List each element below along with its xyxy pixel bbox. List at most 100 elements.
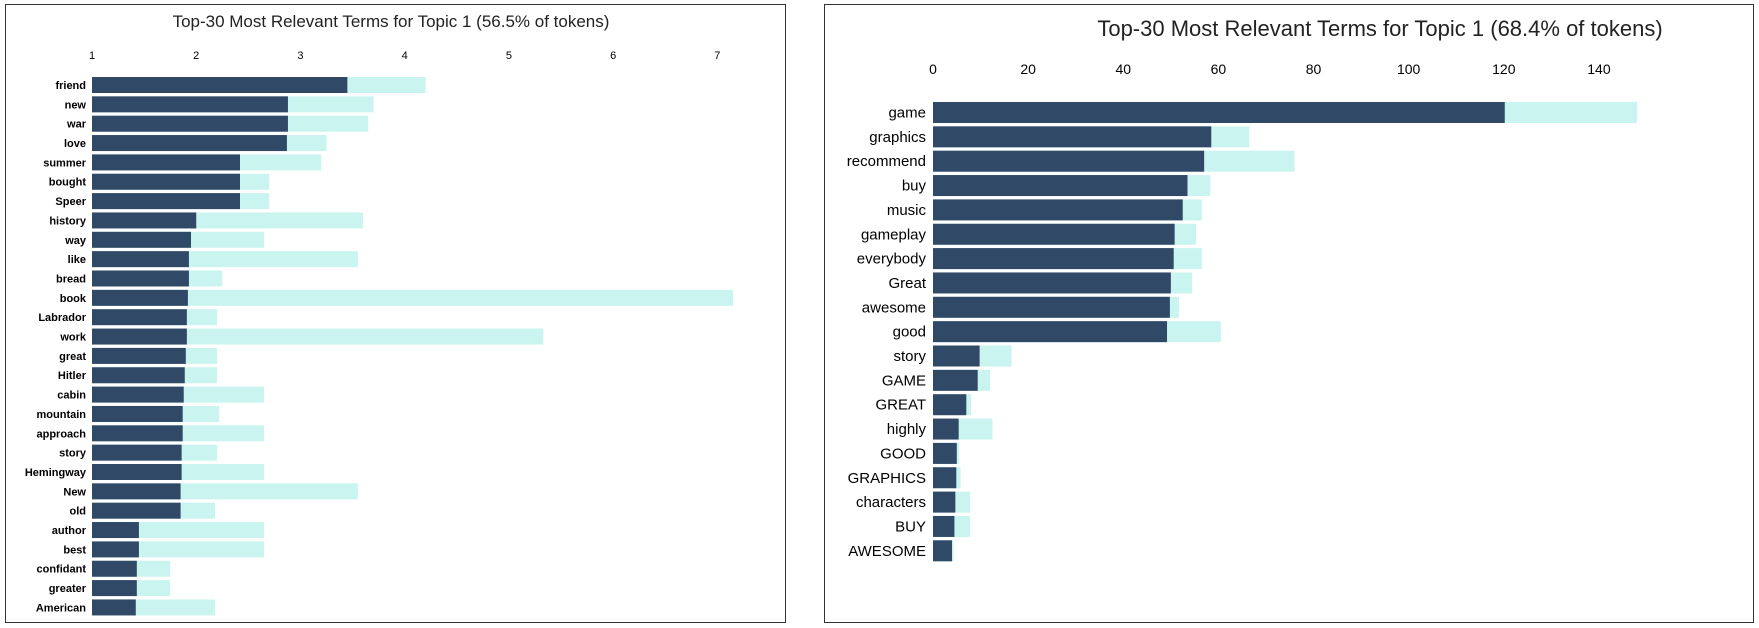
left-term-label[interactable]: Labrador [38,312,86,324]
right-bar-selected-8 [933,296,1170,318]
left-term-label[interactable]: story [59,448,87,460]
left-bar-selected-7 [92,212,197,229]
left-chart-title: Top-30 Most Relevant Terms for Topic 1 (… [173,12,610,31]
left-bar-selected-16 [92,386,184,403]
right-term-label[interactable]: buy [902,178,927,195]
right-term-label[interactable]: graphics [869,129,926,146]
left-term-label[interactable]: New [63,486,86,498]
left-term-label[interactable]: Speer [55,196,86,208]
right-bar-selected-15 [933,467,957,489]
right-bar-selected-1 [933,126,1212,148]
right-chart-title: Top-30 Most Relevant Terms for Topic 1 (… [1097,16,1662,41]
right-term-label[interactable]: story [893,348,926,365]
right-bar-selected-9 [933,321,1168,343]
left-bar-selected-25 [92,560,137,577]
right-bar-selected-10 [933,345,980,367]
right-bar-selected-18 [933,540,953,562]
left-bar-selected-6 [92,193,241,210]
left-bar-selected-21 [92,483,181,500]
left-bar-selected-17 [92,405,183,422]
right-x-tick-label: 120 [1492,61,1516,77]
left-term-label[interactable]: American [36,602,86,614]
right-x-tick-label: 60 [1211,61,1227,77]
right-term-label[interactable]: GAME [882,372,926,389]
right-bar-selected-4 [933,199,1183,221]
right-term-label[interactable]: everybody [857,251,927,268]
left-term-label[interactable]: mountain [37,409,87,421]
left-term-label[interactable]: love [64,138,86,150]
right-term-label[interactable]: awesome [862,299,926,316]
left-term-label[interactable]: old [70,506,87,518]
right-bar-selected-12 [933,394,967,416]
left-term-label[interactable]: history [49,215,87,227]
right-bar-selected-0 [933,102,1505,123]
left-bar-selected-15 [92,367,185,384]
left-bar-selected-8 [92,231,192,248]
left-chart-panel: Top-30 Most Relevant Terms for Topic 1 (… [5,4,786,623]
right-term-label[interactable]: GREAT [875,397,926,414]
right-bar-selected-11 [933,369,978,391]
right-term-label[interactable]: AWESOME [848,543,926,560]
left-term-label[interactable]: best [63,544,86,556]
right-bar-selected-7 [933,272,1171,294]
left-bar-selected-26 [92,580,137,597]
left-x-tick-label: 5 [506,50,512,62]
right-chart-panel: Top-30 Most Relevant Terms for Topic 1 (… [824,4,1754,623]
left-bar-selected-5 [92,173,241,190]
left-term-label[interactable]: like [68,254,86,266]
left-term-label[interactable]: friend [55,80,86,92]
right-term-label[interactable]: BUY [895,518,926,535]
left-term-label[interactable]: Hitler [58,370,87,382]
left-term-label[interactable]: bread [56,273,86,285]
left-x-tick-label: 4 [402,50,408,62]
right-term-label[interactable]: gameplay [861,226,927,243]
left-term-label[interactable]: book [60,293,87,305]
left-term-label[interactable]: cabin [57,390,86,402]
left-x-tick-label: 6 [610,50,616,62]
right-bar-selected-5 [933,223,1175,245]
left-term-label[interactable]: way [64,235,87,247]
right-term-label[interactable]: characters [856,494,926,511]
left-bar-selected-18 [92,425,183,442]
right-x-tick-label: 40 [1115,61,1131,77]
right-x-tick-label: 140 [1587,61,1611,77]
left-term-label[interactable]: work [59,332,87,344]
left-term-label[interactable]: new [65,99,87,111]
left-term-label[interactable]: great [59,351,86,363]
left-bar-estimated-11 [92,289,733,306]
right-bar-selected-14 [933,442,957,464]
right-bar-selected-17 [933,515,955,537]
left-bar-selected-10 [92,270,189,287]
right-term-label[interactable]: game [888,105,926,122]
right-bar-selected-6 [933,248,1174,270]
right-bar-chart: Top-30 Most Relevant Terms for Topic 1 (… [847,16,1663,562]
left-x-tick-label: 2 [193,50,199,62]
left-term-label[interactable]: Hemingway [25,467,87,479]
left-bar-selected-12 [92,309,187,326]
left-bar-selected-1 [92,96,288,113]
left-x-tick-label: 3 [297,50,303,62]
left-term-label[interactable]: approach [36,428,86,440]
right-term-label[interactable]: GOOD [880,445,926,462]
right-term-label[interactable]: highly [887,421,927,438]
left-x-tick-label: 7 [714,50,720,62]
left-term-label[interactable]: author [52,525,87,537]
right-term-label[interactable]: recommend [847,153,926,170]
left-term-label[interactable]: war [66,119,87,131]
left-bar-selected-13 [92,328,187,345]
left-bar-selected-20 [92,464,182,480]
left-term-label[interactable]: confidant [37,564,87,576]
right-term-label[interactable]: music [887,202,927,219]
left-term-label[interactable]: greater [49,583,87,595]
right-bar-selected-3 [933,175,1188,197]
left-term-label[interactable]: summer [43,157,87,169]
right-x-tick-label: 0 [929,61,937,77]
right-x-tick-label: 20 [1020,61,1036,77]
left-bar-estimated-13 [92,328,544,345]
right-term-label[interactable]: good [893,324,926,341]
right-term-label[interactable]: Great [888,275,926,292]
right-term-label[interactable]: GRAPHICS [848,470,926,487]
left-bar-chart: Top-30 Most Relevant Terms for Topic 1 (… [25,12,733,616]
left-term-label[interactable]: bought [49,177,87,189]
left-bar-selected-11 [92,289,188,306]
